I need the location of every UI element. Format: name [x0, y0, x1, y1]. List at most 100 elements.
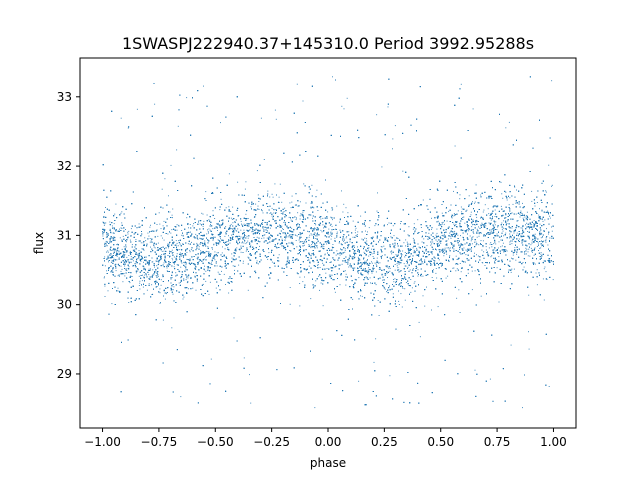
data-point [180, 396, 182, 398]
data-point [127, 127, 129, 129]
data-point [291, 241, 293, 243]
data-point [178, 224, 180, 226]
data-point [228, 292, 230, 294]
data-point [241, 242, 243, 244]
data-point [496, 229, 498, 230]
data-point [422, 275, 424, 277]
data-point [206, 214, 208, 216]
data-point [406, 241, 408, 243]
data-point [424, 260, 426, 262]
data-point [296, 235, 298, 237]
data-point [511, 227, 513, 229]
data-point [127, 233, 129, 235]
data-point [291, 201, 293, 203]
data-point [128, 266, 130, 268]
data-point [502, 197, 504, 199]
data-point [344, 248, 346, 250]
data-point [305, 202, 307, 204]
data-point [368, 262, 370, 264]
data-point [152, 261, 154, 263]
data-point [297, 212, 299, 214]
data-point [188, 227, 189, 229]
data-point [228, 278, 230, 280]
data-point [376, 114, 378, 116]
data-point [318, 275, 320, 277]
data-point [126, 241, 127, 243]
data-point [529, 255, 531, 257]
data-point [375, 271, 377, 273]
data-point [320, 218, 322, 220]
data-point [341, 263, 343, 265]
data-point [321, 231, 323, 233]
data-point [103, 228, 105, 230]
data-point [460, 253, 462, 255]
data-point [295, 219, 297, 221]
data-point [543, 230, 545, 232]
data-point [246, 235, 248, 237]
data-point [480, 232, 482, 234]
data-point [161, 188, 163, 190]
data-point [534, 205, 536, 207]
data-point [104, 265, 106, 267]
data-point [202, 225, 204, 227]
data-point [295, 240, 297, 241]
data-point [215, 287, 217, 289]
data-point [168, 244, 170, 246]
data-point [457, 263, 459, 265]
data-point [333, 279, 335, 281]
data-point [134, 263, 136, 265]
data-point [167, 233, 169, 235]
data-point [456, 226, 458, 228]
data-point [543, 299, 545, 301]
data-point [359, 270, 361, 271]
data-point [453, 232, 455, 234]
data-point [431, 252, 433, 254]
data-point [458, 289, 460, 291]
data-point [516, 189, 517, 191]
data-point [151, 248, 153, 250]
data-point [464, 222, 466, 224]
data-point [111, 303, 113, 305]
data-point [367, 231, 368, 233]
data-point [312, 217, 313, 219]
data-point [355, 227, 357, 229]
data-point [344, 249, 346, 251]
data-point [441, 212, 443, 214]
data-point [308, 236, 310, 238]
data-point [488, 233, 490, 235]
data-point [333, 259, 334, 261]
data-point [272, 196, 274, 198]
data-point [189, 224, 191, 225]
data-point [450, 242, 452, 244]
data-point [368, 268, 370, 270]
data-point [355, 253, 357, 255]
data-point [394, 247, 396, 249]
data-point [176, 242, 178, 244]
data-point [107, 251, 109, 253]
data-point [127, 236, 129, 238]
data-point [459, 312, 461, 313]
data-point [233, 317, 235, 319]
data-point [212, 239, 214, 241]
data-point [195, 237, 197, 239]
data-point [497, 226, 499, 228]
data-point [245, 250, 247, 252]
data-point [299, 283, 301, 284]
data-point [224, 242, 226, 244]
data-point [130, 256, 132, 258]
data-point [331, 232, 333, 234]
data-point [213, 243, 215, 245]
data-point [185, 268, 187, 270]
data-point [436, 240, 438, 242]
data-point [321, 259, 323, 261]
data-point [543, 268, 545, 270]
data-point [448, 247, 450, 249]
data-point [354, 278, 356, 280]
data-point [472, 236, 474, 238]
data-point [394, 278, 396, 280]
data-point [427, 236, 429, 237]
data-point [207, 229, 208, 231]
data-point [346, 262, 348, 263]
data-point [105, 243, 107, 245]
